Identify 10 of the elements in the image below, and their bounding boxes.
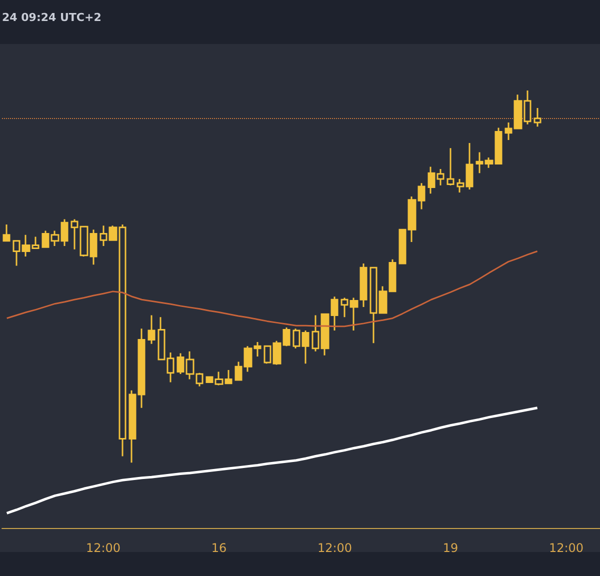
candlestick (446, 147, 454, 186)
x-tick-label: 16 (211, 541, 227, 555)
candlestick (2, 224, 10, 242)
x-tick-label: 12:00 (86, 541, 121, 555)
candlestick (148, 314, 156, 345)
x-tick-label: 12:00 (317, 541, 352, 555)
x-tick-label: 19 (442, 541, 458, 555)
x-tick-label: 12:00 (548, 541, 584, 555)
text: 24 09:24 UTC+2 (2, 11, 102, 24)
candlestick (534, 107, 542, 128)
